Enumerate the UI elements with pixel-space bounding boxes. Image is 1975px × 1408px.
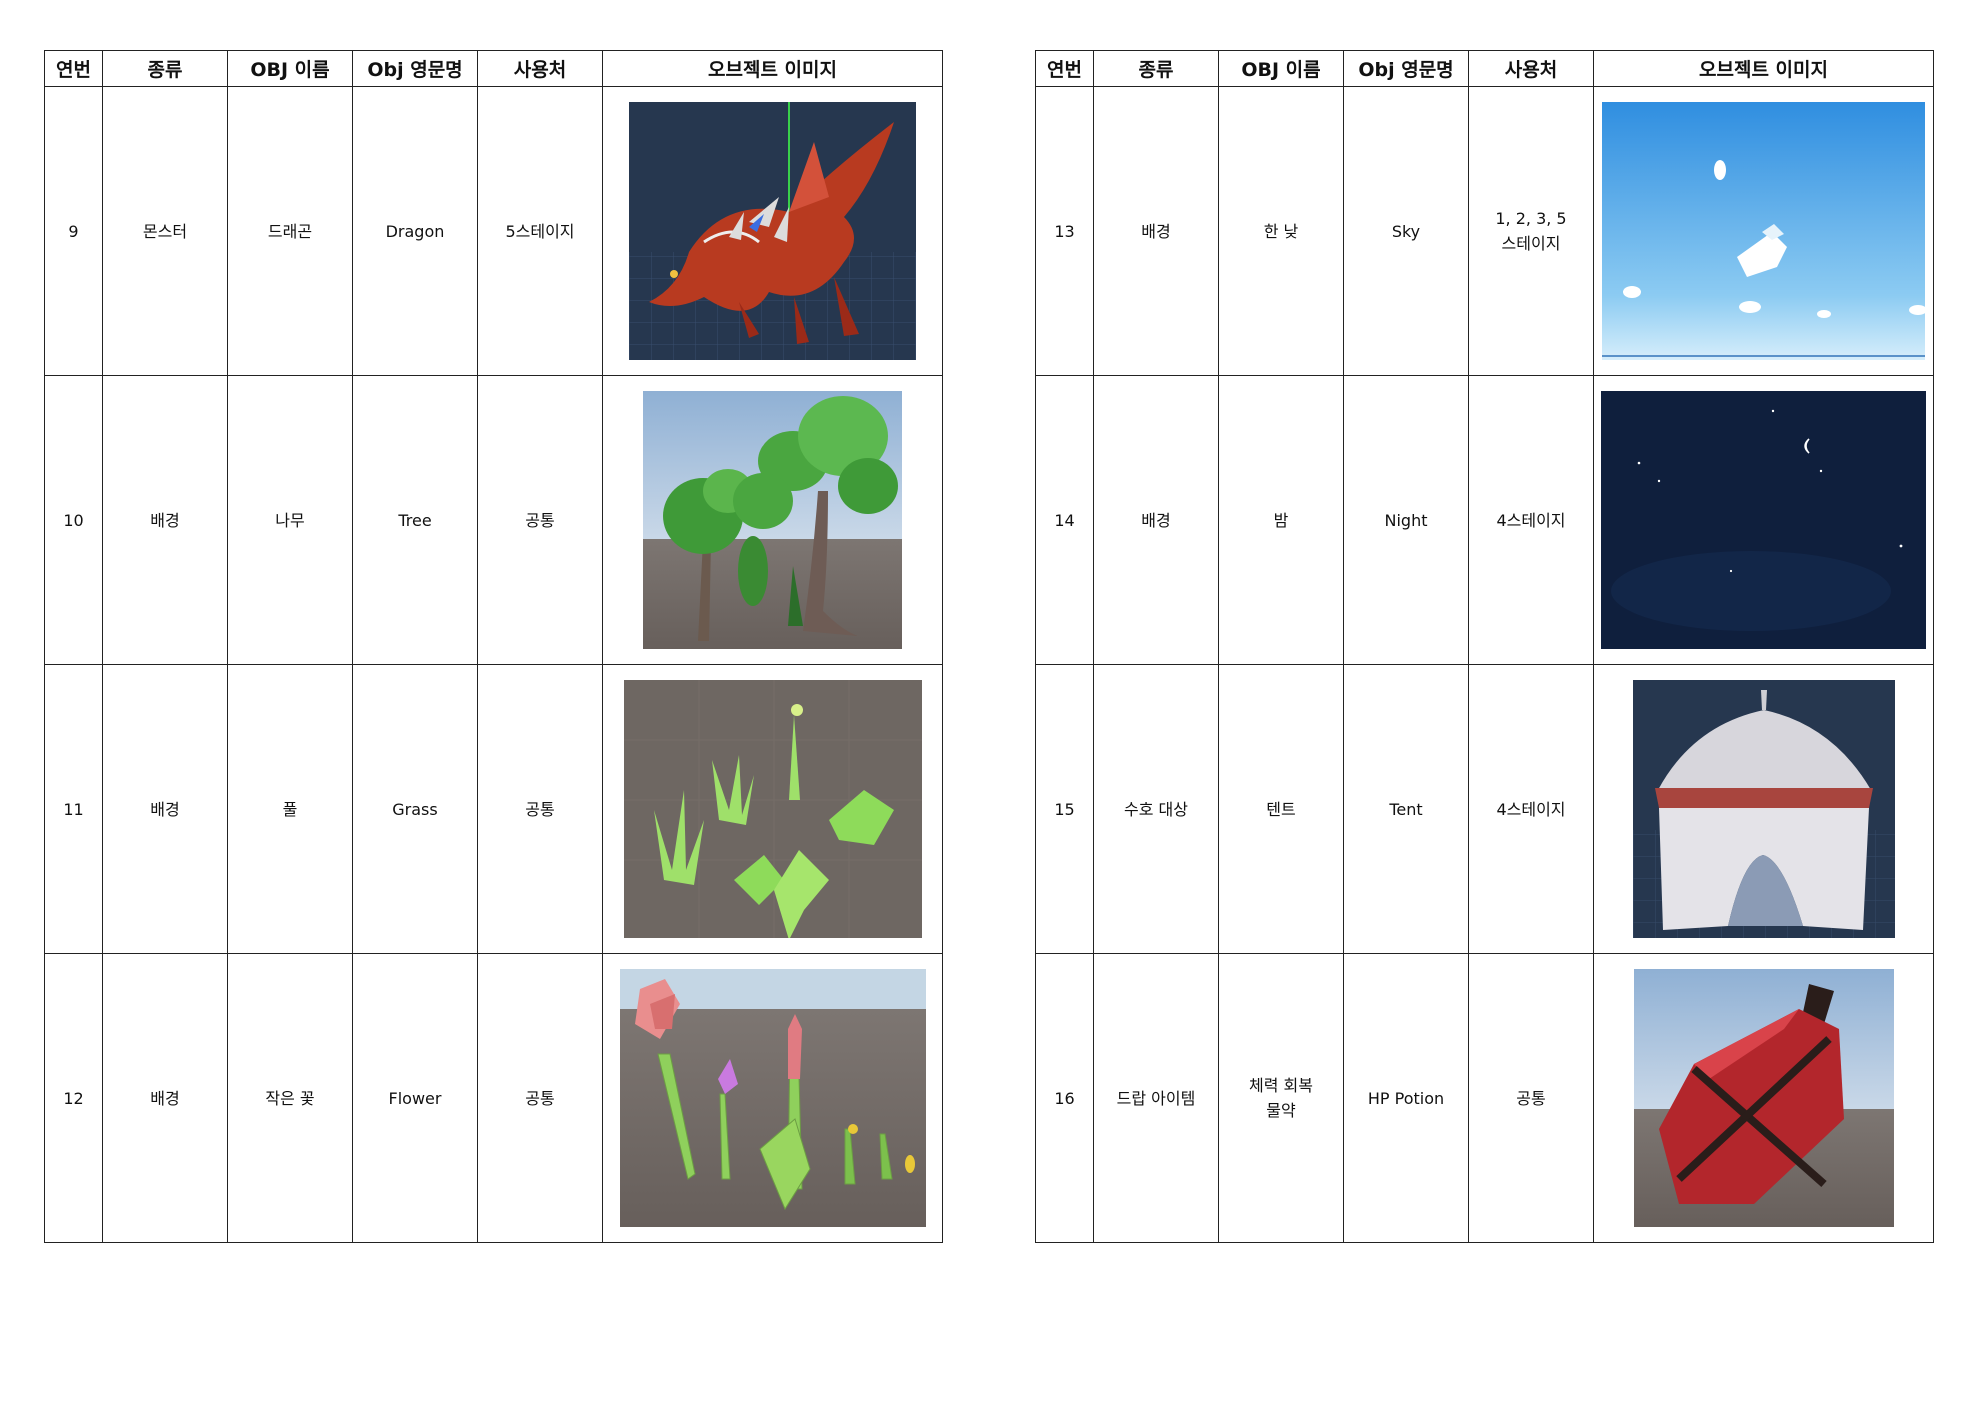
row-obj-name: 밤 [1218, 375, 1344, 665]
header-no: 연번 [44, 50, 103, 87]
header-image: 오브젝트 이미지 [602, 50, 943, 87]
header-obj-name: OBJ 이름 [227, 50, 353, 87]
potion-image [1633, 969, 1894, 1227]
row-eng-name: Tree [352, 375, 478, 665]
row-usage: 4스테이지 [1468, 664, 1594, 954]
table-header-row: 연번 종류 OBJ 이름 Obj 영문명 사용처 오브젝트 이미지 [44, 50, 943, 87]
row-obj-name: 텐트 [1218, 664, 1344, 954]
row-kind: 배경 [1093, 86, 1219, 376]
row-eng-name: Tent [1343, 664, 1469, 954]
dragon-image [629, 102, 916, 360]
row-image-cell [602, 375, 943, 665]
row-kind: 배경 [102, 664, 228, 954]
row-usage: 공통 [477, 664, 603, 954]
row-kind: 배경 [102, 953, 228, 1243]
table-header-row: 연번 종류 OBJ 이름 Obj 영문명 사용처 오브젝트 이미지 [1035, 50, 1934, 87]
row-no: 13 [1035, 86, 1094, 376]
row-image-cell [602, 953, 943, 1243]
row-no: 11 [44, 664, 103, 954]
header-image: 오브젝트 이미지 [1593, 50, 1934, 87]
night-image [1601, 391, 1926, 649]
row-no: 12 [44, 953, 103, 1243]
header-kind: 종류 [102, 50, 228, 87]
row-eng-name: Dragon [352, 86, 478, 376]
table-row: 11 배경 풀 Grass 공통 [44, 664, 943, 954]
row-usage: 공통 [477, 375, 603, 665]
row-no: 16 [1035, 953, 1094, 1243]
row-eng-name: Grass [352, 664, 478, 954]
row-kind: 수호 대상 [1093, 664, 1219, 954]
row-no: 9 [44, 86, 103, 376]
row-eng-name: Sky [1343, 86, 1469, 376]
table-row: 13 배경 한 낮 Sky 1, 2, 3, 5 스테이지 [1035, 86, 1934, 376]
header-usage: 사용처 [1468, 50, 1594, 87]
row-usage: 공통 [1468, 953, 1594, 1243]
object-table-right: 연번 종류 OBJ 이름 Obj 영문명 사용처 오브젝트 이미지 13 배경 … [1035, 50, 1934, 1243]
row-usage: 공통 [477, 953, 603, 1243]
header-usage: 사용처 [477, 50, 603, 87]
row-image-cell [1593, 664, 1934, 954]
row-obj-name: 작은 꽃 [227, 953, 353, 1243]
table-row: 15 수호 대상 텐트 Tent 4스테이지 [1035, 664, 1934, 954]
header-eng-name: Obj 영문명 [1343, 50, 1469, 87]
row-usage: 4스테이지 [1468, 375, 1594, 665]
object-table-left: 연번 종류 OBJ 이름 Obj 영문명 사용처 오브젝트 이미지 9 몬스터 … [44, 50, 943, 1243]
row-kind: 몬스터 [102, 86, 228, 376]
row-usage: 5스테이지 [477, 86, 603, 376]
row-no: 15 [1035, 664, 1094, 954]
row-eng-name: HP Potion [1343, 953, 1469, 1243]
row-eng-name: Flower [352, 953, 478, 1243]
table-row: 16 드랍 아이템 체력 회복 물약 HP Potion 공통 [1035, 953, 1934, 1243]
row-image-cell [602, 86, 943, 376]
row-no: 14 [1035, 375, 1094, 665]
table-row: 9 몬스터 드래곤 Dragon 5스테이지 [44, 86, 943, 376]
row-usage: 1, 2, 3, 5 스테이지 [1468, 86, 1594, 376]
row-eng-name: Night [1343, 375, 1469, 665]
header-kind: 종류 [1093, 50, 1219, 87]
row-no: 10 [44, 375, 103, 665]
table-row: 10 배경 나무 Tree 공통 [44, 375, 943, 665]
tent-image [1632, 680, 1895, 938]
flower-image [619, 969, 926, 1227]
row-kind: 배경 [1093, 375, 1219, 665]
tree-image [643, 391, 902, 649]
row-kind: 드랍 아이템 [1093, 953, 1219, 1243]
header-no: 연번 [1035, 50, 1094, 87]
row-obj-name: 풀 [227, 664, 353, 954]
row-image-cell [1593, 953, 1934, 1243]
sky-image [1602, 102, 1925, 360]
grass-image [623, 680, 922, 938]
row-image-cell [602, 664, 943, 954]
table-row: 12 배경 작은 꽃 Flower 공통 [44, 953, 943, 1243]
row-obj-name: 체력 회복 물약 [1218, 953, 1344, 1243]
row-image-cell [1593, 375, 1934, 665]
row-kind: 배경 [102, 375, 228, 665]
row-image-cell [1593, 86, 1934, 376]
row-obj-name: 나무 [227, 375, 353, 665]
header-eng-name: Obj 영문명 [352, 50, 478, 87]
row-obj-name: 한 낮 [1218, 86, 1344, 376]
table-row: 14 배경 밤 Night 4스테이지 [1035, 375, 1934, 665]
header-obj-name: OBJ 이름 [1218, 50, 1344, 87]
row-obj-name: 드래곤 [227, 86, 353, 376]
